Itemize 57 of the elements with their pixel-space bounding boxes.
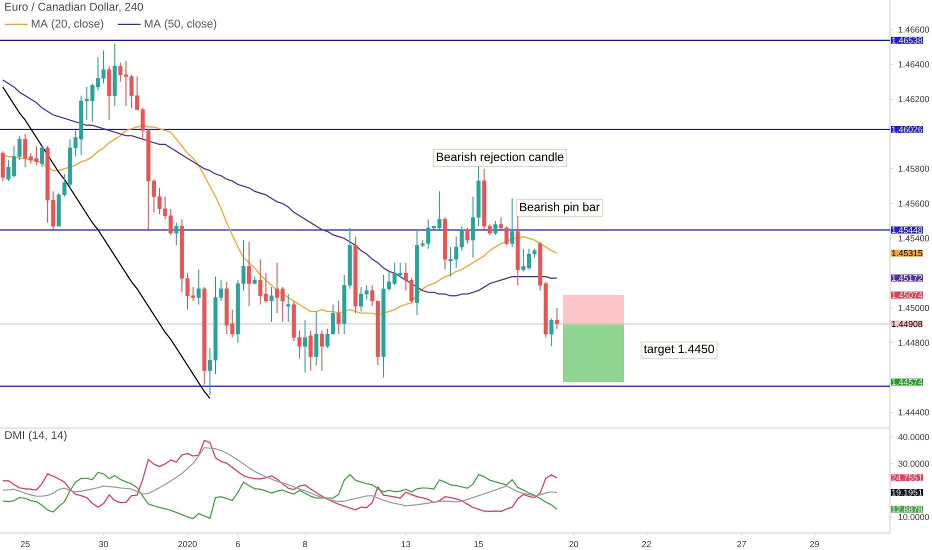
y-tick-label: 1.46600 [898,26,930,33]
text: 1.44574 [892,379,922,386]
text: 24.7551 [892,474,922,481]
ref-line-label: 1.45448 [892,226,922,234]
x-tick-label: 2020 [178,541,197,548]
y-tick-label: 30.0000 [898,460,930,467]
ref-line-label: 1.44908 [892,320,922,328]
x-tick-label: 25 [20,541,30,548]
text: 1.45172 [892,274,922,282]
y-tick-label: 1.44800 [898,340,930,346]
y-tick-label: 1.45800 [898,166,930,172]
y-tick-label: 1.44400 [898,409,930,416]
candlestick [286,294,290,322]
annotation: target 1.4450 [644,344,714,356]
candlestick [314,310,318,366]
candlestick [554,307,559,330]
y-tick-label: 1.46200 [898,96,930,102]
x-tick-label: 29 [810,541,819,548]
text: 1.45074 [892,292,922,298]
candlestick [549,318,554,347]
candlestick [196,269,201,305]
text: 1.45315 [892,250,922,256]
chart-title: DMI (14, 14) [5,430,67,442]
x-tick-label: 13 [402,541,410,548]
candlestick [336,300,341,335]
y-tick-label: 1.45600 [898,200,930,207]
candlestick [174,222,178,246]
y-tick-label: 1.45000 [898,304,930,312]
annotation: Bearish pin bar [520,202,600,214]
candlestick [493,220,498,236]
candlestick [320,330,324,372]
legend-label: MA (50, close) [144,19,216,30]
candlestick [465,227,470,244]
candlestick [40,146,44,168]
candlestick [247,241,252,307]
chart-title: Euro / Canadian Dollar, 240 [5,2,144,12]
y-tick-label: 40.0000 [898,434,930,440]
y-tick-label: 1.46400 [898,61,930,68]
candlestick [303,320,308,373]
x-tick-label: 15 [474,541,484,548]
ref-line-label: 1.46026 [892,126,922,133]
candlestick [308,330,313,372]
annotation: Bearish rejection candle [436,152,564,164]
x-tick-label: 22 [642,541,651,548]
x-tick-label: 6 [236,541,240,548]
y-tick-label: 1.45400 [898,235,930,242]
x-tick-label: 30 [99,541,108,548]
text: 19.1951 [892,489,922,496]
x-tick-label: 20 [569,541,578,548]
text: 12.8878 [892,506,922,512]
x-tick-label: 8 [303,541,308,548]
ref-line-label: 1.46538 [892,37,922,44]
x-tick-label: 27 [737,541,746,548]
candlestick [510,198,514,248]
candlestick [269,286,274,322]
legend-label: MA (20, close) [32,19,104,30]
y-tick-label: 10.0000 [898,514,930,520]
